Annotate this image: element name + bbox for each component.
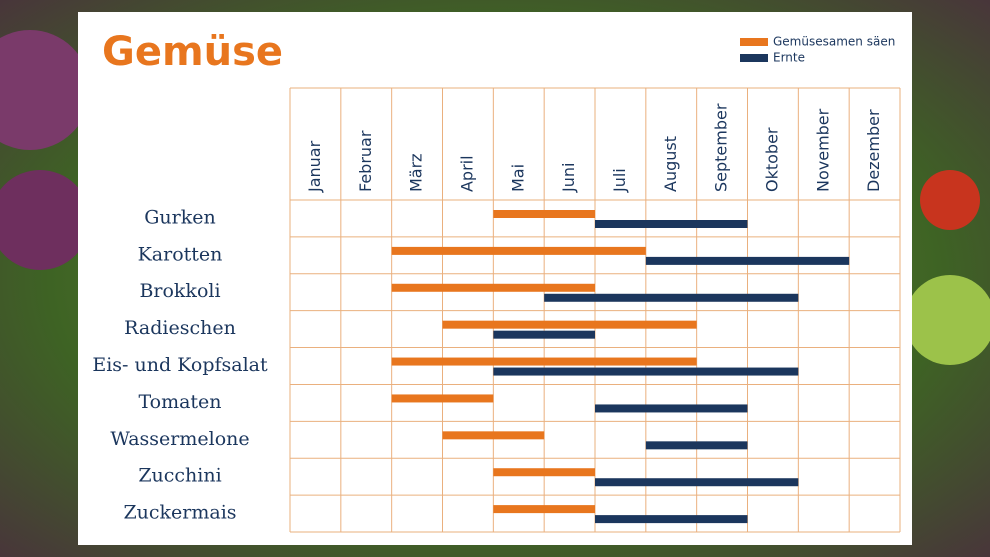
category-label: Gurken <box>144 206 216 228</box>
month-label: August <box>661 136 680 192</box>
category-label: Wassermelone <box>110 428 249 450</box>
category-label: Zucchini <box>138 465 221 487</box>
bar <box>493 505 595 514</box>
bar <box>645 256 850 265</box>
month-label: Mai <box>508 164 527 192</box>
bar <box>442 320 697 329</box>
month-label: Januar <box>305 140 324 193</box>
bar <box>391 394 494 403</box>
legend-label: Gemüsesamen säen <box>773 35 895 49</box>
bar <box>493 330 595 339</box>
bar <box>595 515 748 524</box>
decoration <box>0 170 90 270</box>
category-label: Radieschen <box>124 317 236 339</box>
bar <box>595 478 799 487</box>
month-label: Juni <box>559 163 578 193</box>
month-label: September <box>712 103 731 192</box>
legend-swatch <box>740 38 768 46</box>
decoration <box>0 30 90 150</box>
bar <box>544 293 799 302</box>
month-label: Dezember <box>864 109 883 192</box>
month-label: Februar <box>356 130 375 192</box>
month-label: November <box>813 108 832 192</box>
chart-title: Gemüse <box>102 29 283 75</box>
category-label: Tomaten <box>138 391 221 413</box>
decoration <box>920 170 980 230</box>
bar <box>595 404 748 413</box>
category-label: Zuckermais <box>123 502 236 524</box>
month-label: April <box>457 155 476 192</box>
category-label: Eis- und Kopfsalat <box>92 354 268 376</box>
legend-swatch <box>740 54 768 62</box>
month-label: Juli <box>610 168 629 193</box>
decoration <box>905 275 990 365</box>
category-label: Karotten <box>138 243 223 265</box>
bar <box>493 210 595 218</box>
card <box>78 12 912 545</box>
bar <box>645 441 748 450</box>
bar <box>391 357 697 366</box>
bar <box>391 283 595 292</box>
bar <box>442 431 545 440</box>
month-label: Oktober <box>762 127 781 192</box>
legend-label: Ernte <box>773 51 805 65</box>
bar <box>595 220 748 228</box>
bar <box>391 246 646 255</box>
month-label: März <box>407 153 426 192</box>
bar <box>493 468 595 477</box>
bar <box>493 367 799 376</box>
category-label: Brokkoli <box>139 280 220 302</box>
